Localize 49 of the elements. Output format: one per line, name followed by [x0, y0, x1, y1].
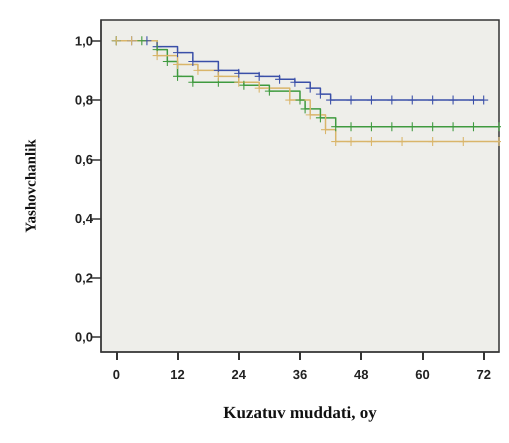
point — [254, 84, 264, 93]
x-tick-label: 24 — [232, 367, 247, 382]
point — [306, 84, 315, 93]
y-tick-label: 0,0 — [74, 330, 93, 345]
point — [306, 110, 315, 120]
y-tick-label: 0,2 — [74, 270, 93, 286]
x-tick-label: 12 — [170, 367, 185, 382]
point — [479, 96, 488, 105]
point — [316, 90, 325, 99]
point — [428, 137, 438, 146]
point — [173, 72, 182, 81]
point — [366, 137, 376, 146]
point — [346, 137, 356, 146]
point — [387, 96, 396, 105]
x-tick-label: 0 — [112, 367, 120, 382]
point — [193, 66, 202, 75]
point — [234, 68, 244, 78]
point — [264, 86, 274, 96]
point — [214, 72, 223, 81]
x-axis-title: Kuzatuv muddati, oy — [223, 403, 378, 422]
y-tick-label: 1,0 — [74, 33, 93, 48]
point — [296, 96, 304, 105]
point — [346, 96, 356, 105]
point — [448, 96, 458, 105]
point — [408, 96, 417, 105]
y-tick-label: 0,4 — [74, 211, 94, 226]
point — [458, 137, 468, 146]
point — [285, 96, 294, 105]
x-tick-label: 72 — [476, 367, 491, 382]
point — [316, 113, 325, 122]
point — [300, 104, 310, 114]
y-tick-label: 0,8 — [74, 92, 93, 108]
point — [234, 78, 244, 87]
point — [173, 48, 182, 58]
x-tick-label: 48 — [354, 367, 368, 382]
point — [321, 125, 330, 134]
point — [398, 137, 407, 146]
y-axis-title: Yashovchanlik — [24, 138, 40, 233]
x-tick-label: 36 — [292, 367, 308, 382]
point — [152, 51, 162, 60]
point — [428, 96, 438, 105]
point — [254, 72, 264, 81]
point — [326, 96, 336, 105]
y-tick-label: 0,6 — [74, 152, 93, 167]
point — [137, 36, 146, 46]
point — [366, 96, 376, 105]
x-tick-label: 60 — [415, 367, 430, 382]
point — [468, 96, 478, 105]
point — [173, 60, 182, 69]
